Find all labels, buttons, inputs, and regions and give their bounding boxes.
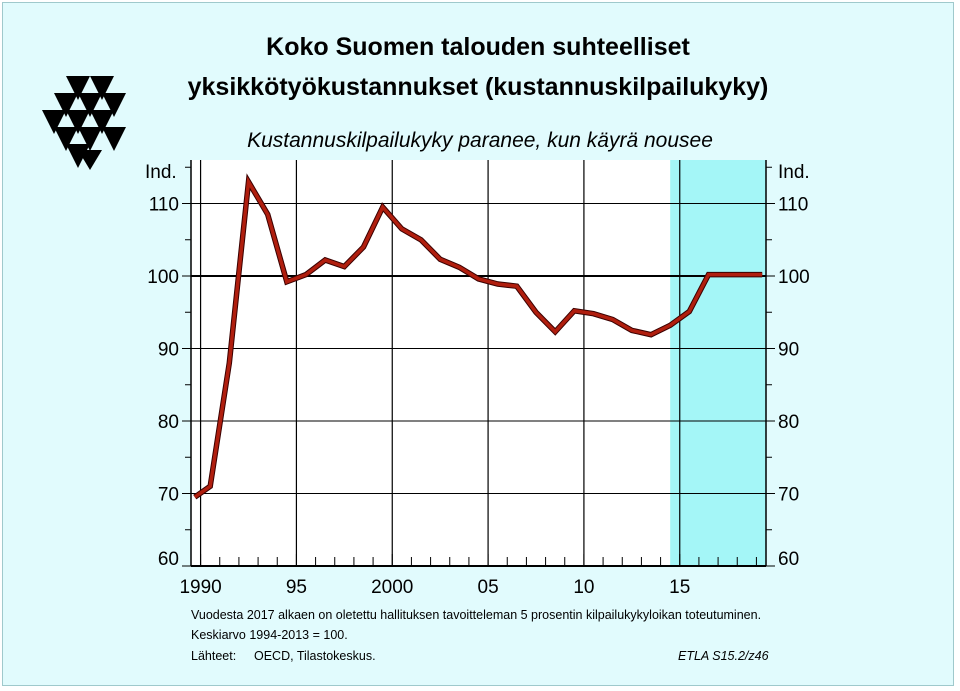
- plot-area: 60 60 70 70 80 80 90 90 100 100 110 110 1990 95 2000 05…: [147, 160, 810, 598]
- chart-code: ETLA S15.2/z46: [678, 649, 769, 663]
- y-tick-label-right: 100: [778, 267, 810, 288]
- logo-triangle: [42, 110, 66, 134]
- logo-triangle: [102, 127, 126, 151]
- y-tick-label-right: 70: [778, 485, 799, 506]
- y-tick-label-left: 110: [149, 195, 179, 216]
- y-tick-label-right: 110: [778, 195, 808, 216]
- forecast-region: [670, 160, 766, 566]
- x-tick-label: 05: [478, 577, 499, 598]
- logo-triangle: [78, 127, 102, 151]
- etla-triangles-logo-icon: [42, 76, 126, 170]
- x-tick-label: 2000: [371, 577, 413, 598]
- x-tick-label: 95: [286, 577, 307, 598]
- chart-subtitle: Kustannuskilpailukyky paranee, kun käyrä…: [247, 129, 713, 152]
- chart-title-line1: Koko Suomen talouden suhteelliset: [266, 33, 690, 61]
- y-tick-label-left: 100: [147, 267, 179, 288]
- logo-triangle: [90, 110, 114, 134]
- x-tick-label: 10: [573, 577, 594, 598]
- logo-triangle: [90, 76, 114, 100]
- y-tick-label-right: 60: [778, 549, 799, 570]
- footnote-average: Keskiarvo 1994-2013 = 100.: [191, 628, 348, 642]
- y-tick-label-left: 70: [158, 485, 179, 506]
- chart-title-line2: yksikkötyökustannukset (kustannuskilpail…: [188, 73, 769, 101]
- logo-triangle: [54, 93, 78, 117]
- logo-triangle: [66, 110, 90, 134]
- y-tick-label-left: 90: [158, 340, 179, 361]
- y-axis-label-right: Ind.: [778, 162, 810, 183]
- logo-triangle: [66, 76, 90, 100]
- logo-triangle: [54, 127, 78, 151]
- x-tick-label: 1990: [179, 577, 221, 598]
- logo-triangle: [78, 150, 102, 170]
- y-tick-label-right: 90: [778, 340, 799, 361]
- y-tick-label-right: 80: [778, 412, 799, 433]
- y-axis-label-left: Ind.: [145, 162, 177, 183]
- y-tick-label-left: 60: [158, 549, 179, 570]
- footnote-sources-label: Lähteet:: [191, 649, 236, 663]
- footnote-sources: OECD, Tilastokeskus.: [254, 649, 376, 663]
- logo-triangle: [78, 93, 102, 117]
- y-tick-label-left: 80: [158, 412, 179, 433]
- logo-triangle: [102, 93, 126, 117]
- x-tick-label: 15: [669, 577, 690, 598]
- footnote-assumption: Vuodesta 2017 alkaen on oletettu hallitu…: [191, 608, 761, 622]
